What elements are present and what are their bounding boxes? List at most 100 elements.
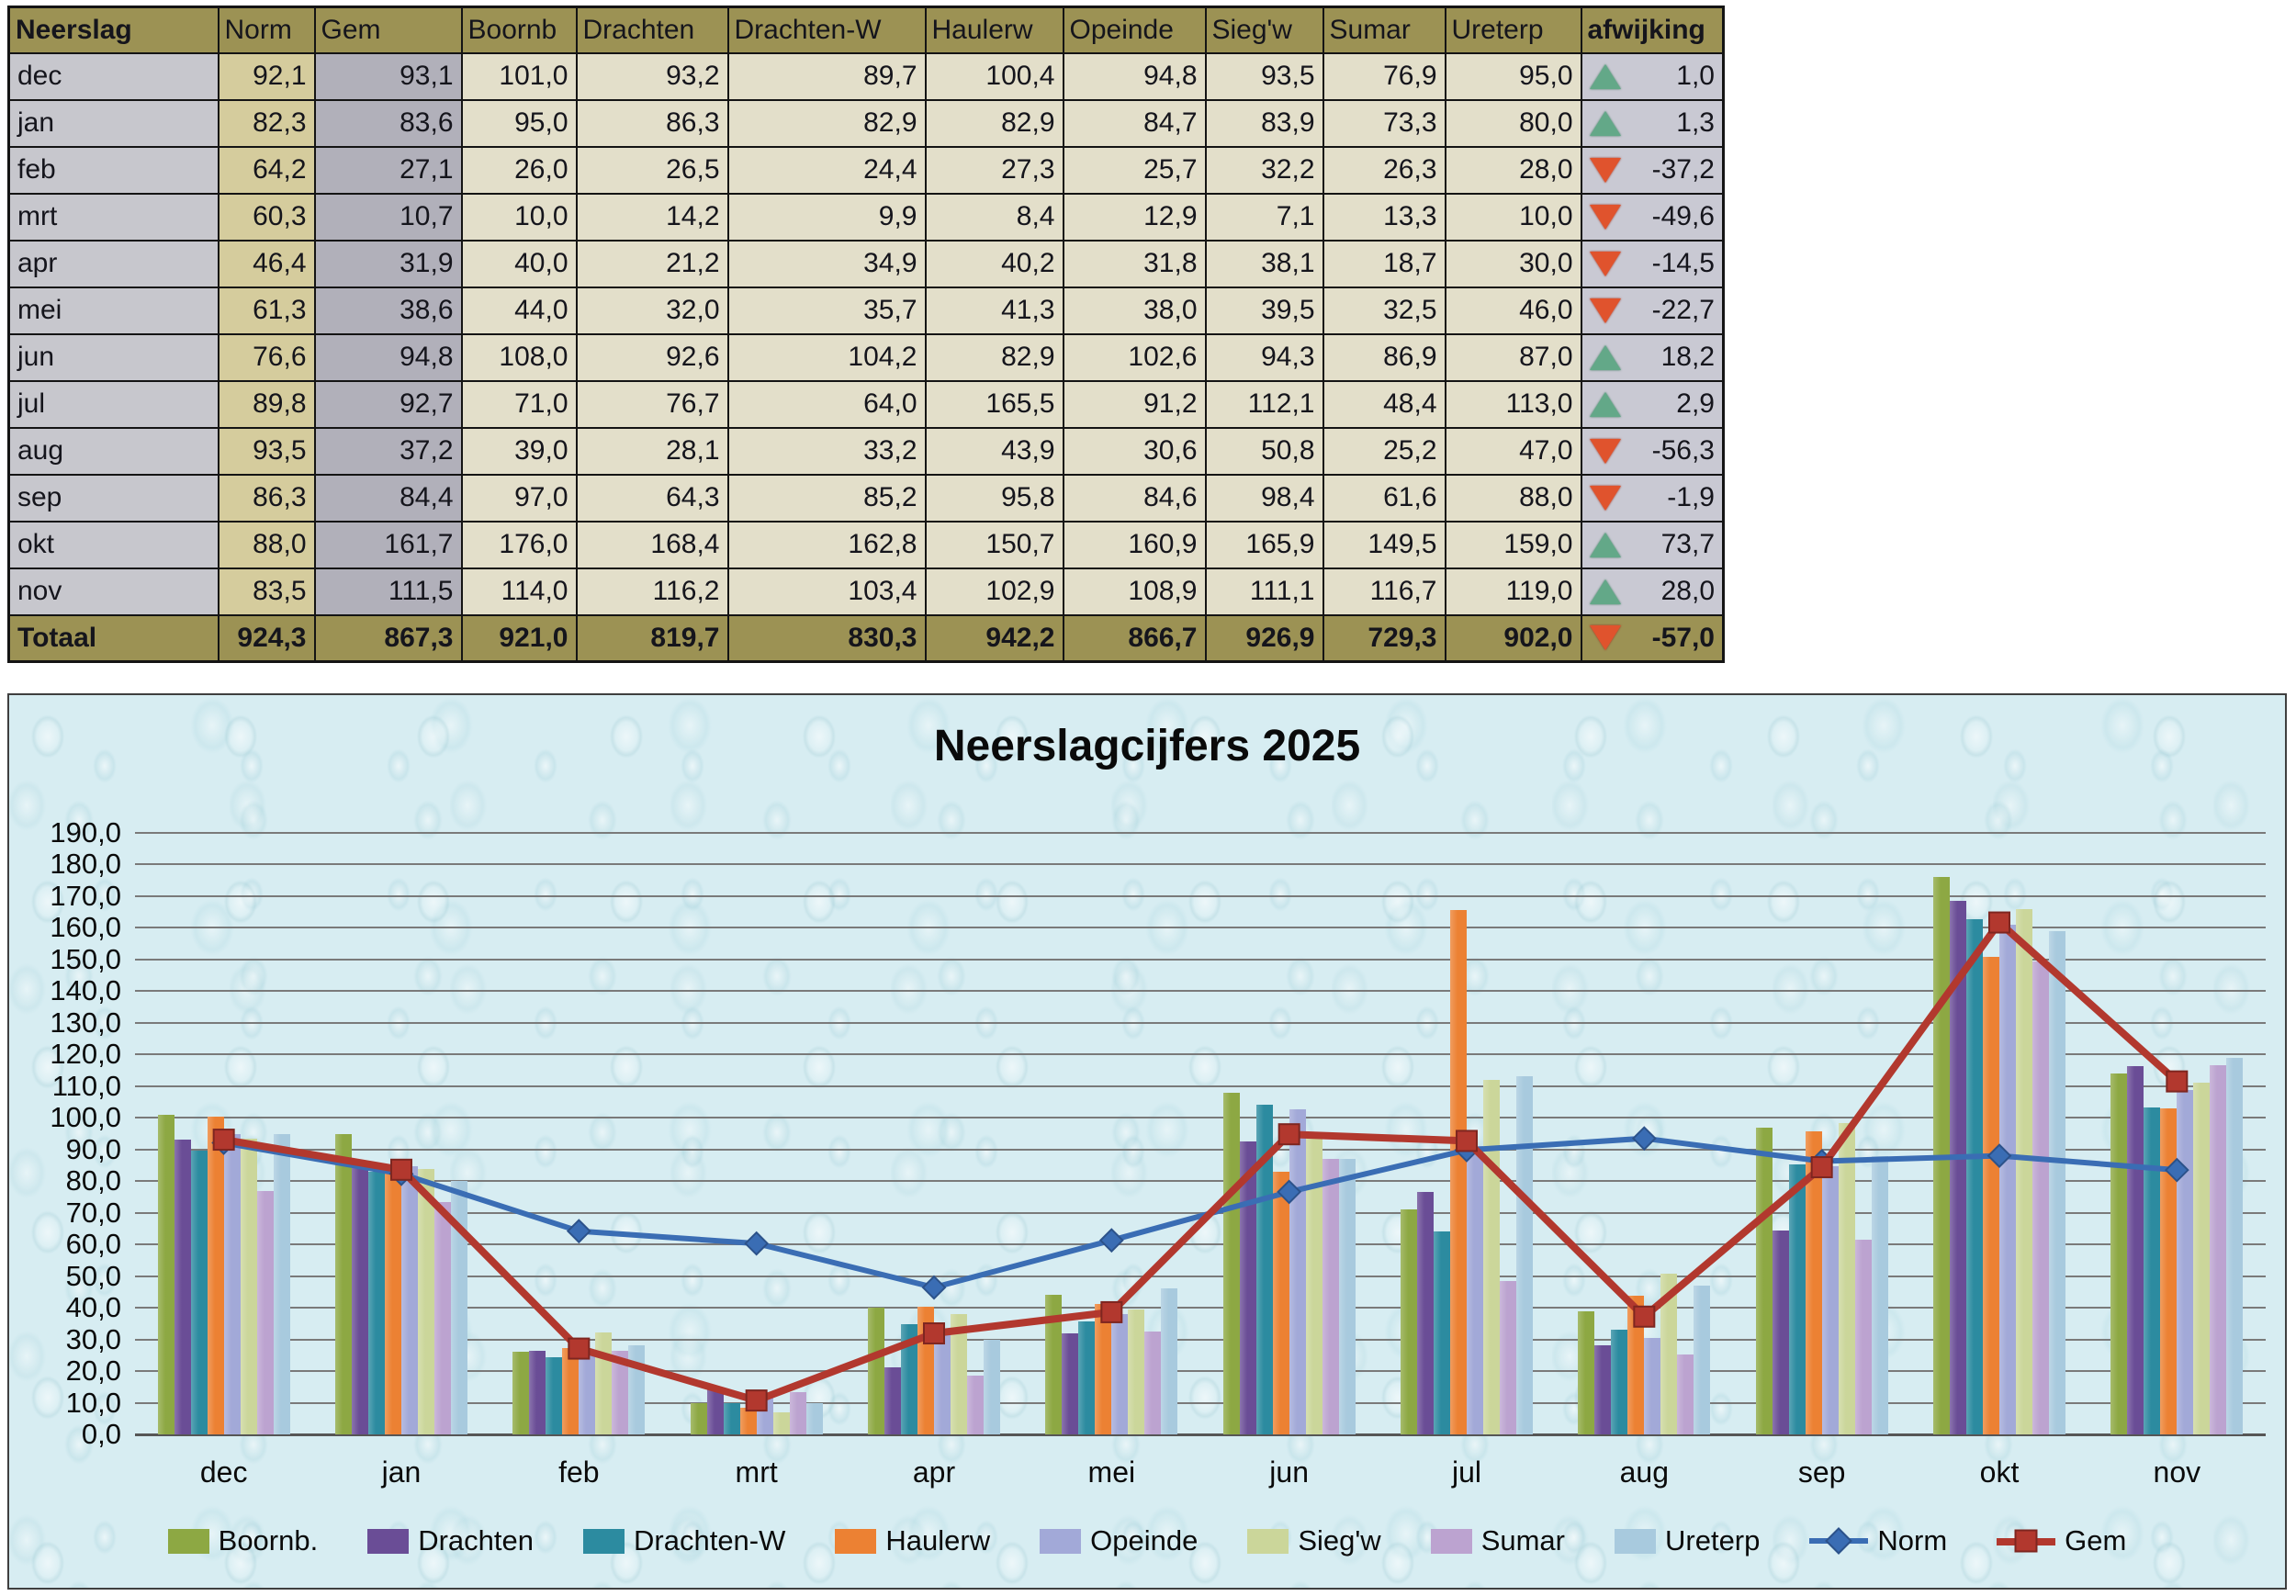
- cell-norm[interactable]: 64,2: [217, 145, 316, 195]
- legend-item-opeinde[interactable]: Opeinde: [1040, 1524, 1198, 1557]
- cell-boornb[interactable]: 26,0: [460, 145, 578, 195]
- cell-sieg-w[interactable]: 39,5: [1204, 286, 1324, 335]
- cell-norm[interactable]: 61,3: [217, 286, 316, 335]
- cell-drachten[interactable]: 168,4: [575, 520, 729, 569]
- cell-sumar[interactable]: 61,6: [1322, 473, 1446, 523]
- cell-ureterp[interactable]: 119,0: [1444, 567, 1582, 616]
- cell-sieg-w[interactable]: 111,1: [1204, 567, 1324, 616]
- cell-afwijking[interactable]: 1,3: [1580, 98, 1725, 148]
- cell-drachten[interactable]: 92,6: [575, 332, 729, 382]
- cell-sumar[interactable]: 116,7: [1322, 567, 1446, 616]
- column-header-neerslag[interactable]: Neerslag: [7, 6, 219, 54]
- cell-drachten-w[interactable]: 103,4: [726, 567, 927, 616]
- cell-opeinde[interactable]: 84,6: [1062, 473, 1207, 523]
- cell-sumar[interactable]: 73,3: [1322, 98, 1446, 148]
- cell-boornb[interactable]: 39,0: [460, 426, 578, 476]
- cell-norm[interactable]: 89,8: [217, 379, 316, 429]
- row-label-dec[interactable]: dec: [7, 51, 219, 101]
- cell-total-ureterp[interactable]: 902,0: [1444, 613, 1582, 663]
- cell-norm[interactable]: 86,3: [217, 473, 316, 523]
- cell-ureterp[interactable]: 159,0: [1444, 520, 1582, 569]
- cell-drachten-w[interactable]: 85,2: [726, 473, 927, 523]
- cell-norm[interactable]: 92,1: [217, 51, 316, 101]
- column-header-drachten[interactable]: Drachten: [575, 6, 729, 54]
- cell-afwijking[interactable]: -57,0: [1580, 613, 1725, 663]
- cell-haulerw[interactable]: 95,8: [924, 473, 1064, 523]
- cell-total-drachten-w[interactable]: 830,3: [726, 613, 927, 663]
- cell-opeinde[interactable]: 102,6: [1062, 332, 1207, 382]
- cell-boornb[interactable]: 40,0: [460, 239, 578, 288]
- cell-sumar[interactable]: 76,9: [1322, 51, 1446, 101]
- row-label-totaal[interactable]: Totaal: [7, 613, 219, 663]
- cell-gem[interactable]: 93,1: [313, 51, 463, 101]
- cell-drachten[interactable]: 28,1: [575, 426, 729, 476]
- cell-ureterp[interactable]: 10,0: [1444, 192, 1582, 242]
- cell-sumar[interactable]: 26,3: [1322, 145, 1446, 195]
- cell-drachten-w[interactable]: 162,8: [726, 520, 927, 569]
- column-header-norm[interactable]: Norm: [217, 6, 316, 54]
- cell-haulerw[interactable]: 150,7: [924, 520, 1064, 569]
- cell-total-haulerw[interactable]: 942,2: [924, 613, 1064, 663]
- legend-item-boornb-[interactable]: Boornb.: [167, 1524, 318, 1557]
- cell-afwijking[interactable]: 73,7: [1580, 520, 1725, 569]
- cell-sieg-w[interactable]: 98,4: [1204, 473, 1324, 523]
- cell-drachten[interactable]: 86,3: [575, 98, 729, 148]
- cell-sieg-w[interactable]: 112,1: [1204, 379, 1324, 429]
- cell-norm[interactable]: 82,3: [217, 98, 316, 148]
- column-header-sumar[interactable]: Sumar: [1322, 6, 1446, 54]
- cell-boornb[interactable]: 95,0: [460, 98, 578, 148]
- row-label-jul[interactable]: jul: [7, 379, 219, 429]
- cell-sumar[interactable]: 32,5: [1322, 286, 1446, 335]
- cell-norm[interactable]: 76,6: [217, 332, 316, 382]
- cell-total-sieg-w[interactable]: 926,9: [1204, 613, 1324, 663]
- cell-norm[interactable]: 60,3: [217, 192, 316, 242]
- cell-boornb[interactable]: 71,0: [460, 379, 578, 429]
- cell-opeinde[interactable]: 12,9: [1062, 192, 1207, 242]
- cell-drachten-w[interactable]: 35,7: [726, 286, 927, 335]
- cell-drachten-w[interactable]: 104,2: [726, 332, 927, 382]
- cell-drachten-w[interactable]: 34,9: [726, 239, 927, 288]
- cell-drachten[interactable]: 14,2: [575, 192, 729, 242]
- cell-gem[interactable]: 92,7: [313, 379, 463, 429]
- cell-gem[interactable]: 37,2: [313, 426, 463, 476]
- cell-drachten[interactable]: 116,2: [575, 567, 729, 616]
- cell-boornb[interactable]: 108,0: [460, 332, 578, 382]
- cell-sumar[interactable]: 149,5: [1322, 520, 1446, 569]
- cell-drachten[interactable]: 93,2: [575, 51, 729, 101]
- cell-sumar[interactable]: 18,7: [1322, 239, 1446, 288]
- legend-item-sieg-w[interactable]: Sieg'w: [1247, 1524, 1381, 1557]
- cell-drachten[interactable]: 26,5: [575, 145, 729, 195]
- cell-opeinde[interactable]: 160,9: [1062, 520, 1207, 569]
- legend-item-gem[interactable]: Gem: [1997, 1524, 2126, 1557]
- cell-norm[interactable]: 83,5: [217, 567, 316, 616]
- cell-opeinde[interactable]: 108,9: [1062, 567, 1207, 616]
- cell-gem[interactable]: 83,6: [313, 98, 463, 148]
- cell-ureterp[interactable]: 113,0: [1444, 379, 1582, 429]
- legend-item-ureterp[interactable]: Ureterp: [1615, 1524, 1760, 1557]
- cell-drachten-w[interactable]: 89,7: [726, 51, 927, 101]
- cell-sumar[interactable]: 25,2: [1322, 426, 1446, 476]
- cell-sieg-w[interactable]: 38,1: [1204, 239, 1324, 288]
- cell-opeinde[interactable]: 31,8: [1062, 239, 1207, 288]
- cell-gem[interactable]: 27,1: [313, 145, 463, 195]
- cell-haulerw[interactable]: 165,5: [924, 379, 1064, 429]
- cell-ureterp[interactable]: 87,0: [1444, 332, 1582, 382]
- cell-afwijking[interactable]: 1,0: [1580, 51, 1725, 101]
- cell-norm[interactable]: 88,0: [217, 520, 316, 569]
- cell-afwijking[interactable]: -56,3: [1580, 426, 1725, 476]
- cell-ureterp[interactable]: 95,0: [1444, 51, 1582, 101]
- legend-item-drachten-w[interactable]: Drachten-W: [583, 1524, 785, 1557]
- cell-haulerw[interactable]: 43,9: [924, 426, 1064, 476]
- cell-gem[interactable]: 94,8: [313, 332, 463, 382]
- cell-drachten-w[interactable]: 33,2: [726, 426, 927, 476]
- row-label-okt[interactable]: okt: [7, 520, 219, 569]
- cell-total-sumar[interactable]: 729,3: [1322, 613, 1446, 663]
- cell-afwijking[interactable]: 18,2: [1580, 332, 1725, 382]
- cell-afwijking[interactable]: -22,7: [1580, 286, 1725, 335]
- cell-boornb[interactable]: 101,0: [460, 51, 578, 101]
- column-header-haulerw[interactable]: Haulerw: [924, 6, 1064, 54]
- cell-gem[interactable]: 38,6: [313, 286, 463, 335]
- cell-boornb[interactable]: 176,0: [460, 520, 578, 569]
- cell-drachten[interactable]: 64,3: [575, 473, 729, 523]
- row-label-mei[interactable]: mei: [7, 286, 219, 335]
